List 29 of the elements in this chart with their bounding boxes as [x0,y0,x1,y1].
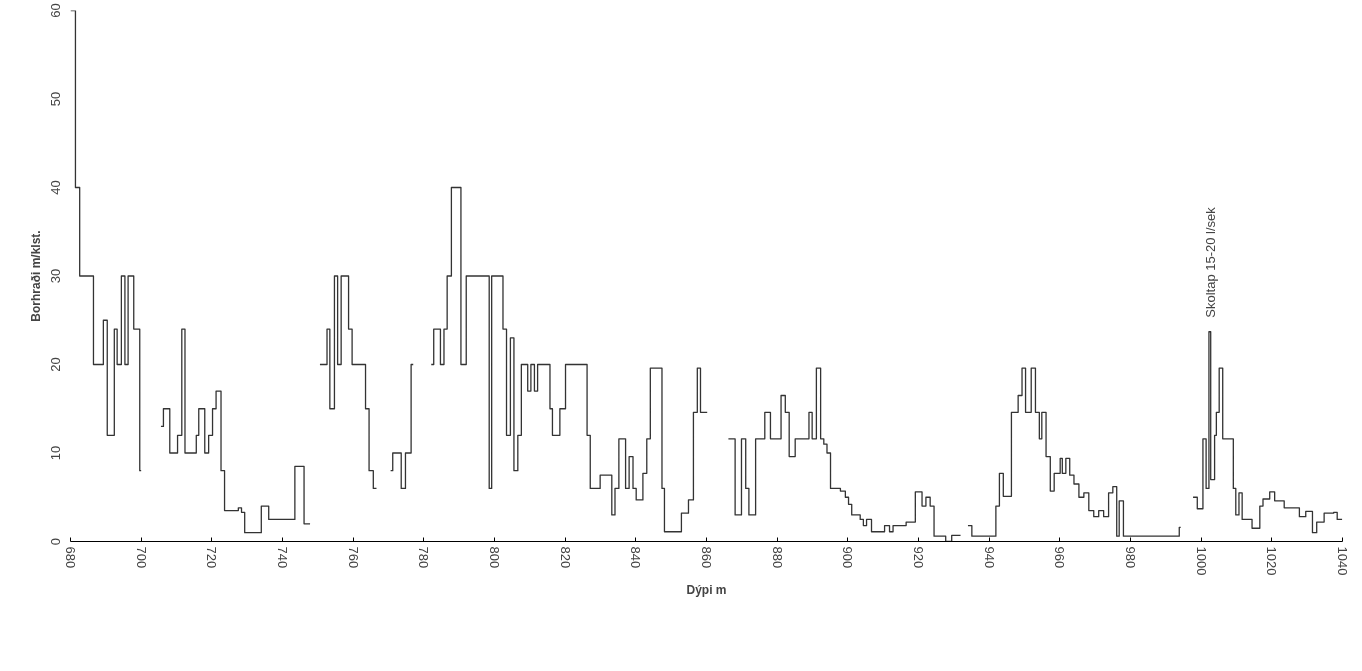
x-tick-label: 680 [63,546,78,569]
x-tick-label: 1020 [1264,546,1280,576]
y-axis-title: Borhraði m/klst. [28,230,43,322]
x-tick-label: 860 [699,546,714,569]
y-tick-label: 60 [47,3,63,18]
y-tick-label: 30 [47,268,63,284]
x-tick-label: 740 [275,546,290,569]
x-tick-label: 700 [133,546,149,569]
x-tick-label: 880 [769,546,785,569]
x-tick-label: 1000 [1193,546,1209,576]
x-tick-label: 980 [1123,546,1138,569]
x-tick-label: 940 [981,546,997,569]
x-tick-label: 960 [1052,546,1068,569]
x-tick-label: 920 [911,546,926,569]
x-tick-label: 780 [416,546,432,569]
y-tick-label: 10 [47,445,63,461]
x-tick-label: 1040 [1335,546,1350,576]
y-tick-label: 50 [47,91,63,107]
x-tick-label: 840 [628,546,644,569]
annotation: Skoltap 15-20 l/sek [1202,206,1218,318]
x-tick-label: 760 [345,546,361,569]
x-tick-label: 720 [204,546,220,569]
x-tick-label: 900 [840,546,856,569]
y-tick-label: 40 [47,180,63,195]
x-tick-label: 820 [557,546,573,569]
x-tick-label: 800 [487,546,502,569]
y-tick-label: 20 [47,357,63,372]
y-tick-label: 0 [47,537,63,546]
x-axis-title: Dýpi m [686,583,727,598]
